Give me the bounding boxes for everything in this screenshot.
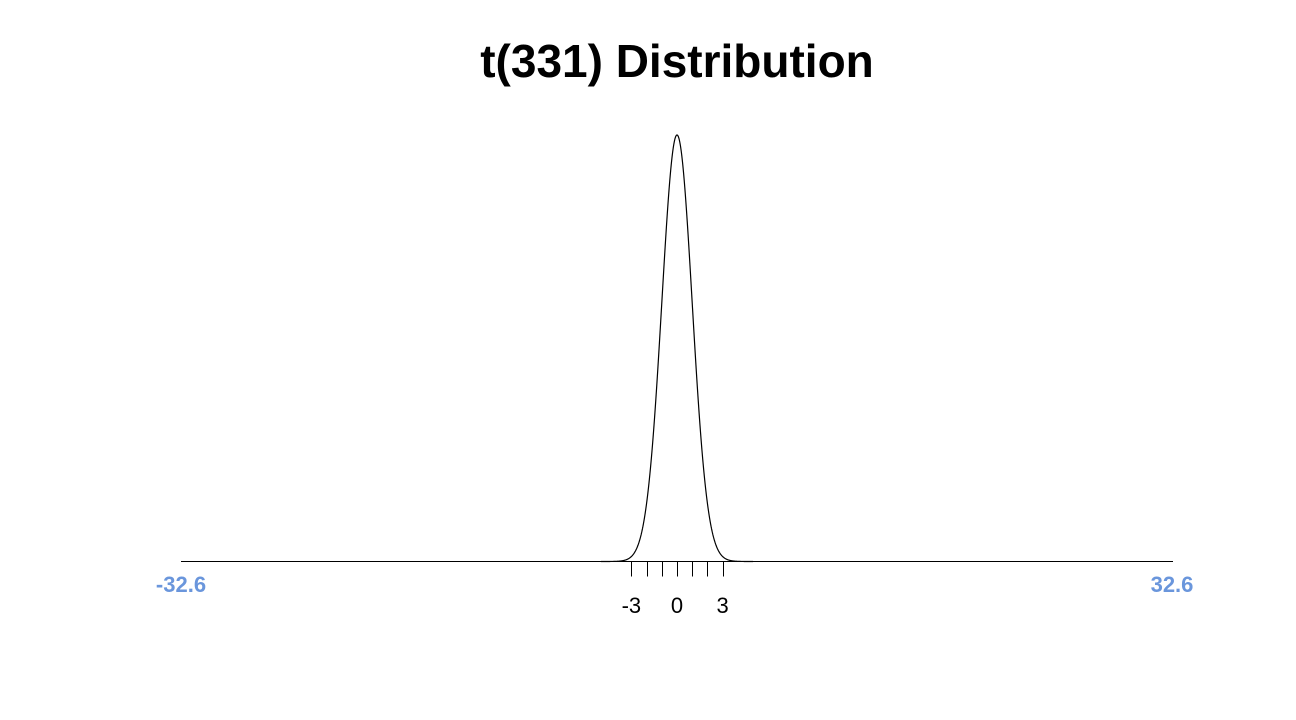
- lower-bound-label: -32.6: [156, 572, 206, 597]
- x-axis-tick-labels: -3 0 3: [622, 593, 729, 618]
- density-curve: [600, 134, 754, 563]
- x-tick-label: 3: [717, 593, 729, 618]
- chart-title: t(331) Distribution: [480, 35, 874, 87]
- upper-bound-label: 32.6: [1151, 572, 1194, 597]
- x-axis-ticks: [631, 561, 724, 577]
- x-tick-label: -3: [622, 593, 642, 618]
- x-tick-label: 0: [671, 593, 683, 618]
